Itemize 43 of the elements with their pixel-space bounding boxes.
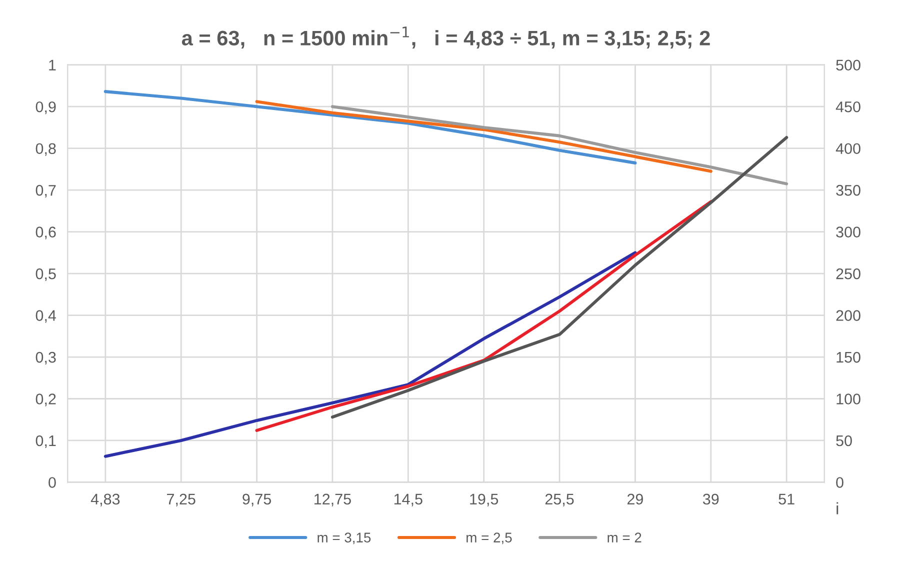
y-tick-label: 0,9: [36, 101, 56, 114]
legend-label: m = 2: [608, 532, 642, 542]
y2-tick-label: 200: [836, 310, 860, 321]
y2-tick-label: 50: [836, 435, 852, 446]
y2-tick-label: 400: [836, 143, 860, 154]
y-tick-label: 0,5: [36, 268, 56, 282]
line-series: [255, 100, 712, 173]
y2-tick-label: 250: [836, 268, 860, 280]
line-series: [330, 136, 788, 419]
y-tick-label: 0,4: [36, 310, 56, 323]
x-tick-label: 4,83: [90, 494, 120, 506]
x-tick-label: 51: [778, 494, 794, 505]
x-tick-label: 9,75: [242, 494, 272, 506]
line-series: [104, 90, 637, 164]
y2-tick-label: 150: [836, 352, 860, 363]
y-tick-label: 0,1: [36, 435, 56, 448]
y2-tick-label: 300: [836, 226, 860, 238]
x-tick-label: 12,75: [314, 494, 351, 506]
y-tick-label: 0,7: [36, 184, 56, 198]
y-tick-label: 0,3: [36, 352, 56, 365]
y-tick-label: 0: [48, 477, 56, 488]
y2-tick-label: 350: [836, 184, 860, 196]
y2-tick-label: 100: [836, 394, 860, 404]
x-tick-label: 39: [702, 494, 719, 505]
line-series: [330, 105, 788, 186]
y2-tick-label: 500: [836, 60, 860, 71]
line-series: [255, 200, 712, 432]
y-tick-label: 0,8: [36, 143, 56, 156]
x-tick-label: 7,25: [167, 494, 196, 506]
y-tick-label: 0,6: [36, 226, 56, 240]
y-tick-label: 1: [49, 60, 56, 70]
x-tick-label: 29: [627, 494, 643, 505]
chart-title: a = 63, n = 1500 min$^{−1}$, i = 4,83 ÷ 51, m = 3,15; 2,5; 2: [182, 26, 710, 48]
x-axis-title: i: [836, 502, 838, 514]
legend-label: m = 3,15: [318, 532, 371, 544]
y-tick-label: 0,2: [36, 394, 56, 406]
x-tick-label: 19,5: [470, 494, 498, 506]
x-tick-label: 25,5: [545, 494, 574, 506]
legend-label: m = 2,5: [466, 532, 512, 544]
y2-tick-label: 450: [836, 101, 860, 112]
line-series: [104, 251, 637, 458]
x-tick-label: 14,5: [394, 494, 422, 506]
y2-tick-label: 0: [836, 477, 844, 488]
